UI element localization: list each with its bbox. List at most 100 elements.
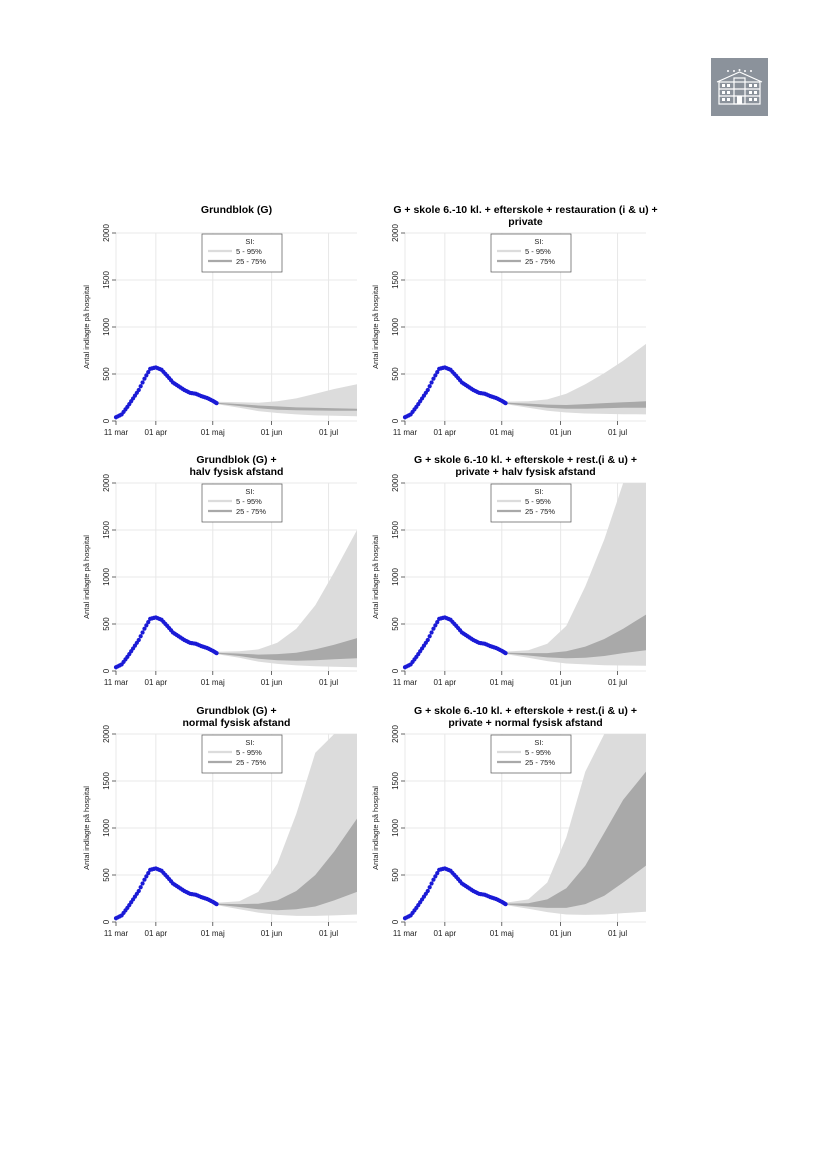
- observed-point: [427, 885, 432, 890]
- y-tick-label: 0: [391, 668, 400, 673]
- x-tick-label: 01 maj: [201, 428, 225, 437]
- legend-title: SI:: [245, 237, 254, 246]
- chart-panel-5: Grundblok (G) + normal fysisk afstand 0 500…: [82, 698, 383, 958]
- observed-point: [427, 634, 432, 639]
- observed-point: [138, 634, 143, 639]
- band-25-75: [216, 638, 357, 661]
- chart-title-line: Grundblok (G) +: [196, 705, 276, 717]
- x-tick-label: 01 jul: [319, 428, 338, 437]
- chart-title-line: private + halv fysisk afstand: [455, 466, 595, 478]
- x-tick-label: 11 mar: [104, 678, 129, 687]
- y-tick-label: 0: [102, 418, 111, 423]
- observed-point: [435, 620, 440, 625]
- y-tick-label: 500: [102, 367, 111, 381]
- observed-point: [144, 623, 149, 628]
- observed-series: [402, 365, 508, 420]
- observed-point: [214, 651, 219, 656]
- chart-title-line: private + normal fysisk afstand: [448, 717, 602, 729]
- observed-point: [435, 871, 440, 876]
- y-axis-label: Antal indlagte på hospital: [371, 786, 380, 870]
- observed-series: [402, 615, 508, 670]
- y-tick-label: 1500: [391, 772, 400, 790]
- observed-point: [138, 885, 143, 890]
- x-tick-label: 11 mar: [393, 678, 418, 687]
- observed-point: [146, 370, 151, 375]
- observed-point: [429, 380, 434, 385]
- legend-item: 5 - 95%: [525, 497, 551, 506]
- band-25-75: [505, 614, 646, 659]
- y-tick-label: 0: [102, 919, 111, 924]
- y-tick-label: 1500: [102, 521, 111, 539]
- x-tick-label: 11 mar: [104, 929, 129, 938]
- y-tick-label: 1500: [102, 772, 111, 790]
- band-5-95: [216, 530, 357, 668]
- y-tick-label: 500: [391, 617, 400, 631]
- observed-point: [429, 630, 434, 635]
- legend: SI:5 - 95%25 - 75%: [490, 233, 572, 273]
- observed-point: [503, 651, 508, 656]
- y-tick-label: 1500: [391, 271, 400, 289]
- x-tick-label: 11 mar: [393, 929, 418, 938]
- chart-title-line: private: [508, 216, 543, 228]
- band-25-75: [216, 402, 357, 411]
- x-tick-label: 01 maj: [490, 929, 514, 938]
- y-tick-label: 0: [102, 668, 111, 673]
- band-5-95: [505, 343, 646, 415]
- y-tick-label: 500: [391, 868, 400, 882]
- legend: SI:5 - 95%25 - 75%: [201, 233, 283, 273]
- observed-point: [431, 877, 436, 882]
- x-tick-label: 01 maj: [201, 678, 225, 687]
- chart-3: Grundblok (G) +halv fysisk afstand 0 500 10…: [82, 454, 357, 687]
- observed-point: [435, 370, 440, 375]
- y-axis-label: Antal indlagte på hospital: [371, 535, 380, 619]
- y-tick-label: 2000: [102, 725, 111, 743]
- y-tick-label: 1500: [391, 521, 400, 539]
- chart-panel-6: G + skole 6.-10 kl. + efterskole + rest.…: [371, 698, 672, 958]
- legend-item: 25 - 75%: [525, 257, 555, 266]
- x-tick-label: 01 jun: [261, 929, 283, 938]
- legend: SI:5 - 95%25 - 75%: [201, 483, 283, 523]
- observed-point: [138, 384, 143, 389]
- chart-title-line: G + skole 6.-10 kl. + efterskole + rest.…: [414, 454, 637, 466]
- observed-point: [429, 881, 434, 886]
- x-tick-label: 01 jul: [608, 929, 627, 938]
- x-tick-label: 01 jun: [261, 428, 283, 437]
- x-tick-label: 01 apr: [145, 678, 168, 687]
- x-tick-label: 01 jul: [608, 678, 627, 687]
- x-tick-label: 11 mar: [104, 428, 129, 437]
- y-axis-label: Antal indlagte på hospital: [82, 786, 91, 870]
- x-tick-label: 01 apr: [145, 428, 168, 437]
- observed-point: [503, 902, 508, 907]
- observed-point: [144, 874, 149, 879]
- legend-title: SI:: [245, 738, 254, 747]
- chart-title-line: halv fysisk afstand: [190, 466, 284, 478]
- y-tick-label: 2000: [391, 224, 400, 242]
- band-25-75: [505, 401, 646, 409]
- logo: [711, 58, 768, 116]
- chart-title-line: G + skole 6.-10 kl. + efterskole + rest.…: [414, 705, 637, 717]
- y-axis-label: Antal indlagte på hospital: [82, 285, 91, 369]
- observed-point: [146, 620, 151, 625]
- observed-point: [136, 637, 141, 643]
- x-tick-label: 01 apr: [145, 929, 168, 938]
- legend-item: 5 - 95%: [236, 497, 262, 506]
- chart-6: G + skole 6.-10 kl. + efterskole + rest.…: [371, 705, 646, 938]
- observed-point: [425, 387, 430, 393]
- y-tick-label: 2000: [391, 725, 400, 743]
- observed-point: [140, 380, 145, 385]
- chart-5: Grundblok (G) +normal fysisk afstand 0 500…: [82, 705, 357, 938]
- x-tick-label: 01 maj: [201, 929, 225, 938]
- observed-point: [427, 384, 432, 389]
- chart-panel-4: G + skole 6.-10 kl. + efterskole + rest.…: [371, 447, 672, 707]
- observed-series: [113, 866, 219, 921]
- chart-title-line: G + skole 6.-10 kl. + efterskole + resta…: [393, 204, 657, 216]
- legend-title: SI:: [534, 487, 543, 496]
- legend: SI:5 - 95%25 - 75%: [490, 734, 572, 774]
- y-tick-label: 1000: [102, 819, 111, 837]
- x-tick-label: 11 mar: [393, 428, 418, 437]
- x-tick-label: 01 apr: [434, 678, 457, 687]
- y-tick-label: 500: [102, 617, 111, 631]
- y-tick-label: 0: [391, 418, 400, 423]
- band-5-95: [216, 384, 357, 417]
- legend-title: SI:: [534, 237, 543, 246]
